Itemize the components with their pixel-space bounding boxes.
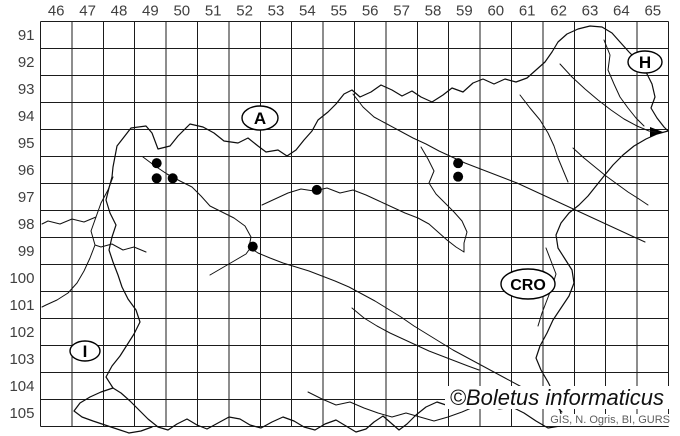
- x-axis-label: 49: [142, 3, 159, 20]
- country-oval-cro: [500, 268, 556, 300]
- y-axis-label: 99: [18, 243, 35, 260]
- y-axis-label: 97: [18, 189, 35, 206]
- occurrence-dot[interactable]: [247, 241, 258, 252]
- y-axis-label: 105: [9, 405, 34, 422]
- y-axis-label: 104: [9, 378, 34, 395]
- river-mura: [559, 63, 657, 133]
- country-label-i: I: [83, 342, 88, 361]
- river-ljubljanica: [209, 246, 252, 276]
- river-drava: [352, 93, 646, 243]
- river-dravinja: [519, 94, 569, 183]
- x-axis-label: 50: [173, 3, 190, 20]
- x-axis-label: 63: [582, 3, 599, 20]
- y-axis-label: 100: [9, 270, 34, 287]
- occurrence-dots: [151, 158, 464, 252]
- x-axis-label: 47: [79, 3, 96, 20]
- x-axis-label: 64: [613, 3, 630, 20]
- occurrence-dot[interactable]: [311, 184, 322, 195]
- x-axis-label: 48: [111, 3, 128, 20]
- country-labels: A H CRO I: [69, 50, 663, 362]
- x-axis-label: 55: [330, 3, 347, 20]
- y-axis-label: 95: [18, 135, 35, 152]
- x-axis-labels: 46 47 48 49 50 51 52 53 54 55 56 57 58 59 60 61 62 63 64 65: [48, 3, 661, 20]
- country-oval-i: [69, 340, 101, 362]
- y-axis-label: 98: [18, 216, 35, 233]
- watermark-text: ©Boletus informaticus: [444, 386, 669, 409]
- x-axis-label: 51: [205, 3, 222, 20]
- x-axis-label: 61: [519, 3, 536, 20]
- river-soca: [41, 176, 114, 308]
- y-axis-label: 92: [18, 54, 35, 71]
- y-axis-label: 91: [18, 27, 35, 44]
- occurrence-dot[interactable]: [453, 171, 464, 182]
- y-axis-label: 93: [18, 81, 35, 98]
- country-label-h: H: [639, 53, 651, 72]
- river-idrijca: [94, 243, 147, 253]
- x-axis-label: 52: [236, 3, 253, 20]
- x-axis-label: 65: [644, 3, 661, 20]
- river-tributary-west: [41, 216, 97, 225]
- slovenia-border: [73, 25, 669, 434]
- y-axis-label: 96: [18, 162, 35, 179]
- occurrence-dot[interactable]: [167, 173, 178, 184]
- grid-lines: [40, 21, 669, 428]
- country-oval-a: [241, 105, 279, 131]
- x-axis-label: 58: [425, 3, 442, 20]
- x-axis-label: 54: [299, 3, 316, 20]
- y-axis-label: 94: [18, 108, 35, 125]
- river-krka: [351, 307, 480, 371]
- x-axis-label: 53: [268, 3, 285, 20]
- country-oval-h: [627, 50, 663, 74]
- occurrence-dot[interactable]: [453, 158, 464, 169]
- y-axis-label: 102: [9, 324, 34, 341]
- istria-coast: [73, 387, 153, 434]
- occurrence-dot[interactable]: [151, 173, 162, 184]
- x-axis-label: 60: [487, 3, 504, 20]
- y-axis-labels: 91 92 93 94 95 96 97 98 99 100 101 102 103 104 105: [9, 27, 34, 422]
- y-axis-label: 101: [9, 297, 34, 314]
- country-label-a: A: [254, 109, 266, 128]
- occurrence-dot[interactable]: [151, 158, 162, 169]
- attribution-text: GIS, N. Ogris, BI, GURS: [547, 414, 673, 427]
- y-axis-label: 103: [9, 351, 34, 368]
- x-axis-label: 56: [362, 3, 379, 20]
- border-outline: [105, 25, 669, 433]
- river-kamniska: [261, 187, 465, 253]
- river-savinja: [420, 146, 468, 253]
- x-axis-label: 59: [456, 3, 473, 20]
- river-pesnica: [572, 147, 649, 206]
- x-axis-label: 46: [48, 3, 65, 20]
- river-ledava: [603, 39, 645, 127]
- x-axis-label: 62: [550, 3, 567, 20]
- river-sava: [142, 156, 563, 413]
- rivers: [41, 39, 657, 422]
- country-label-cro: CRO: [510, 277, 546, 294]
- x-axis-label: 57: [393, 3, 410, 20]
